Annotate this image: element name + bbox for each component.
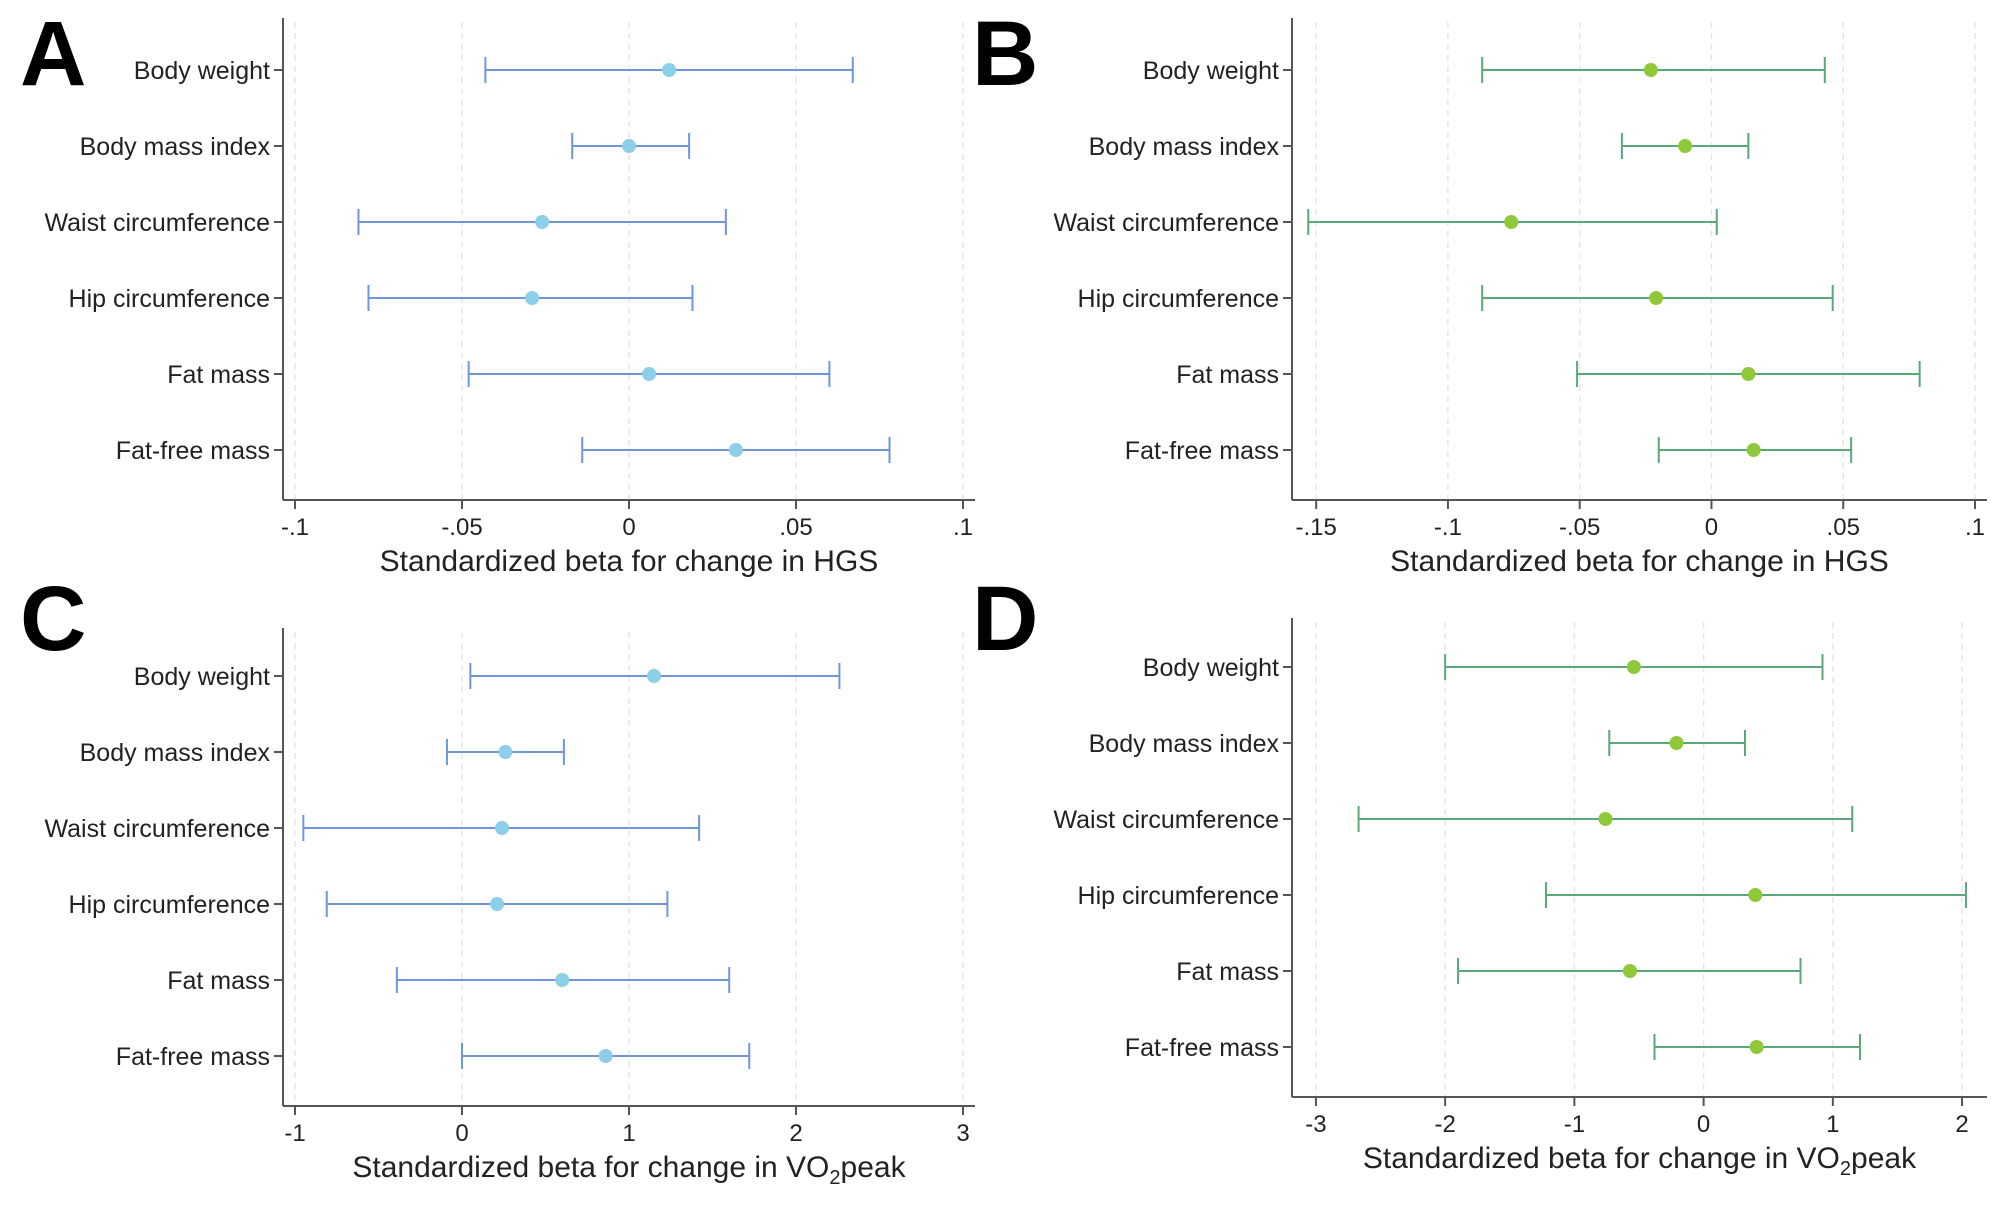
estimate-point — [1678, 139, 1693, 153]
x-tick-label: 3 — [956, 1120, 969, 1147]
estimate-point — [1746, 443, 1761, 457]
x-axis-title-subscript: 2 — [1840, 1158, 1851, 1180]
x-tick-label: 0 — [1705, 514, 1718, 541]
x-tick-label: -1 — [284, 1120, 305, 1147]
x-axis-title: Standardized beta for change in HGS — [1390, 545, 1889, 578]
estimate-point — [662, 63, 677, 77]
estimate-point — [535, 215, 550, 229]
estimate-point — [1741, 367, 1756, 381]
x-tick-label: -2 — [1434, 1111, 1455, 1138]
estimate-point — [647, 669, 662, 683]
estimate-point — [490, 897, 505, 911]
estimate-point — [1748, 888, 1763, 902]
x-tick-label: -.1 — [281, 514, 309, 541]
x-axis-title: Standardized beta for change in VO2peak — [352, 1151, 906, 1189]
estimate-point — [495, 821, 510, 835]
x-axis-title-main: Standardized beta for change in VO — [1363, 1142, 1840, 1175]
category-label: Body weight — [1143, 57, 1279, 85]
category-label: Body weight — [134, 663, 270, 691]
estimate-point — [598, 1049, 613, 1063]
x-tick-label: 1 — [1826, 1111, 1839, 1138]
category-label: Body mass index — [80, 739, 271, 767]
estimate-point — [1669, 736, 1684, 750]
x-axis-title-tail: peak — [1851, 1142, 1917, 1175]
category-label: Hip circumference — [69, 285, 270, 313]
chart-panel-b: B -.15 -.1 -.05 0 .05 .1 Body weight Body mass i… — [972, 3, 1987, 578]
estimate-point — [525, 291, 540, 305]
category-label: Hip circumference — [1078, 285, 1279, 313]
x-axis-title-main: Standardized beta for change in HGS — [1390, 545, 1889, 578]
category-label: Waist circumference — [1053, 209, 1279, 237]
category-label: Fat mass — [167, 967, 270, 995]
x-tick-label: 0 — [455, 1120, 468, 1147]
x-tick-label: -.15 — [1295, 514, 1336, 541]
x-tick-label: 0 — [622, 514, 635, 541]
category-label: Body weight — [1143, 654, 1279, 682]
x-tick-label: -.05 — [1559, 514, 1600, 541]
x-tick-label: 2 — [1955, 1111, 1968, 1138]
category-label: Hip circumference — [69, 891, 270, 919]
x-tick-label: .05 — [1827, 514, 1860, 541]
x-axis-title-main: Standardized beta for change in VO — [352, 1151, 829, 1184]
x-tick-label: 1 — [622, 1120, 635, 1147]
chart-panel-c: C -1 0 1 2 3 Body weight Body mass index Waist c… — [20, 568, 975, 1189]
x-tick-label: .05 — [779, 514, 812, 541]
estimate-point — [1749, 1040, 1764, 1054]
estimate-point — [1643, 63, 1658, 77]
category-label: Fat mass — [1176, 361, 1279, 389]
x-tick-label: -1 — [1564, 1111, 1585, 1138]
panel-letter: B — [972, 3, 1038, 105]
category-label: Fat-free mass — [1125, 437, 1279, 465]
x-tick-label: 0 — [1697, 1111, 1710, 1138]
category-label: Fat-free mass — [116, 437, 270, 465]
x-tick-label: .1 — [1965, 514, 1985, 541]
x-axis-title: Standardized beta for change in HGS — [380, 545, 879, 578]
category-label: Hip circumference — [1078, 882, 1279, 910]
chart-panel-a: A -.1 -.05 0 .05 .1 Body weight Body mass index… — [20, 3, 975, 578]
category-label: Waist circumference — [44, 209, 270, 237]
x-tick-label: 2 — [789, 1120, 802, 1147]
panel-letter: C — [20, 568, 86, 670]
x-tick-label: .1 — [953, 514, 973, 541]
x-tick-label: -3 — [1305, 1111, 1326, 1138]
estimate-point — [498, 745, 513, 759]
category-label: Body mass index — [80, 133, 271, 161]
panel-letter: D — [972, 568, 1038, 670]
estimate-point — [1626, 660, 1641, 674]
x-axis-title: Standardized beta for change in VO2peak — [1363, 1142, 1917, 1180]
estimate-point — [1649, 291, 1664, 305]
category-label: Body mass index — [1089, 133, 1280, 161]
estimate-point — [1598, 812, 1613, 826]
category-label: Fat-free mass — [116, 1043, 270, 1071]
estimate-point — [622, 139, 636, 153]
category-label: Body weight — [134, 57, 270, 85]
category-label: Fat-free mass — [1125, 1034, 1279, 1062]
estimate-point — [1622, 964, 1637, 978]
x-axis-title-subscript: 2 — [829, 1167, 840, 1189]
x-axis-title-main: Standardized beta for change in HGS — [380, 545, 879, 578]
category-label: Fat mass — [1176, 958, 1279, 986]
x-axis-title-tail: peak — [841, 1151, 907, 1184]
x-tick-label: -.1 — [1434, 514, 1462, 541]
estimate-point — [728, 443, 743, 457]
category-label: Body mass index — [1089, 730, 1280, 758]
estimate-point — [642, 367, 657, 381]
estimate-point — [1504, 215, 1519, 229]
estimate-point — [555, 973, 570, 987]
category-label: Fat mass — [167, 361, 270, 389]
panel-letter: A — [20, 3, 86, 105]
category-label: Waist circumference — [44, 815, 270, 843]
x-tick-label: -.05 — [441, 514, 482, 541]
category-label: Waist circumference — [1053, 806, 1279, 834]
